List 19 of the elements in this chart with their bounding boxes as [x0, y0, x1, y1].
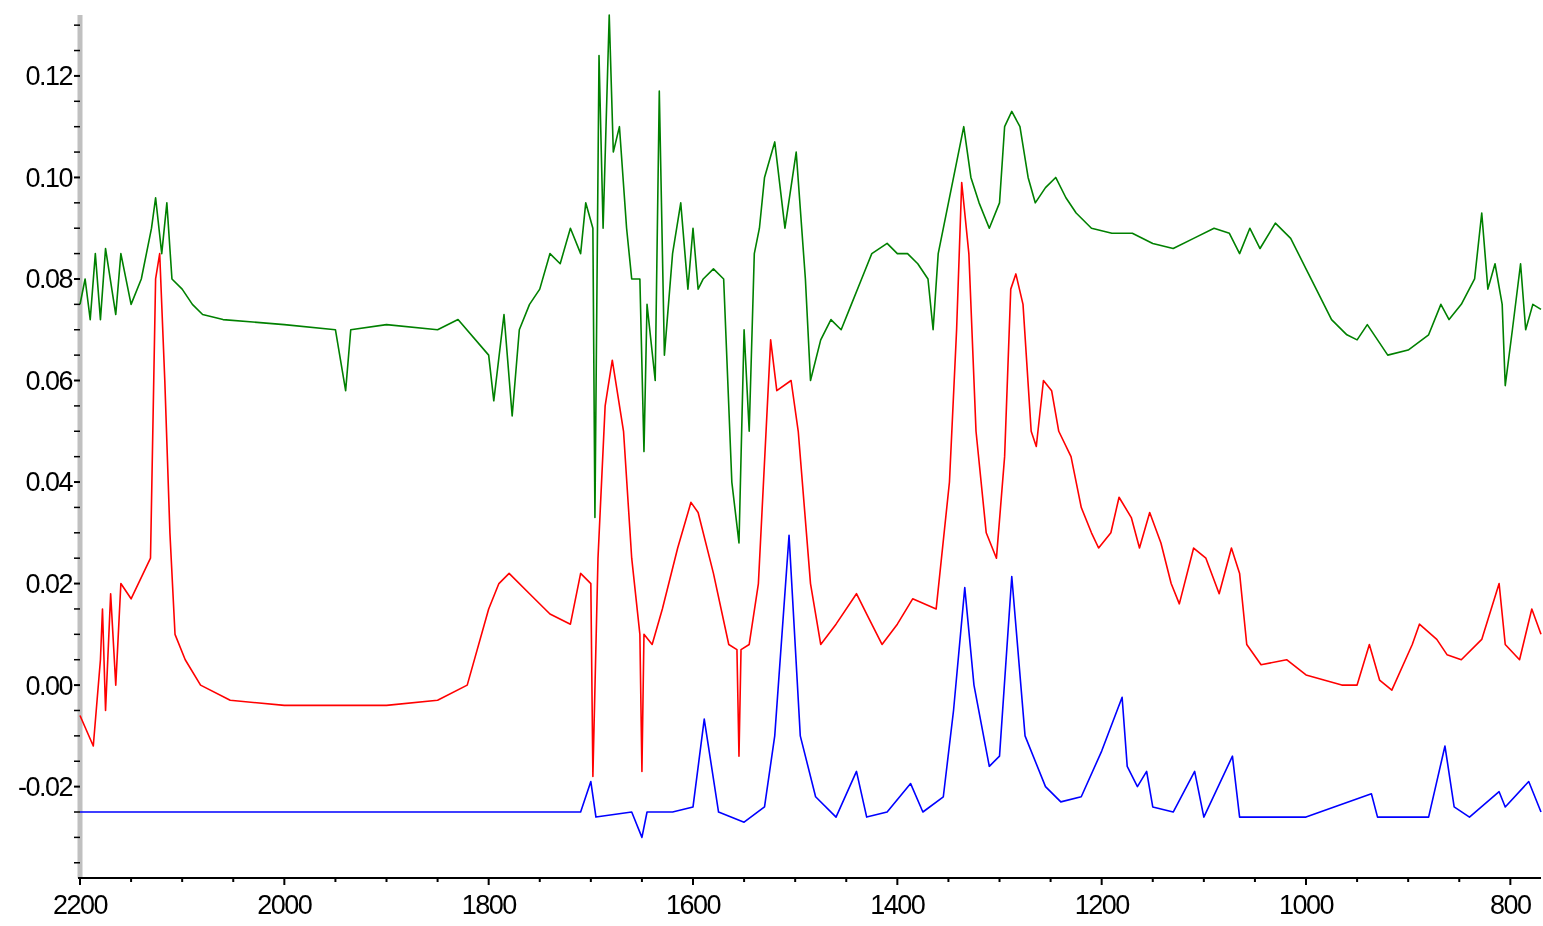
x-tick-label: 1400 — [870, 890, 925, 920]
x-tick-label: 2000 — [257, 890, 312, 920]
y-tick-label: -0.02 — [17, 772, 73, 803]
y-tick-label: 0.12 — [25, 61, 73, 92]
y-tick-label: 0.10 — [25, 162, 73, 193]
x-tick-label: 1600 — [665, 890, 721, 920]
x-tick-label: 1800 — [461, 890, 517, 920]
y-tick-label: 0.00 — [25, 670, 73, 701]
y-tick-label: 0.02 — [25, 569, 73, 600]
line-series — [79, 534, 1542, 839]
x-tick-label: 2200 — [52, 890, 108, 920]
x-tick-label: 1200 — [1074, 890, 1130, 920]
line-series — [79, 181, 1542, 778]
y-tick-label: 0.04 — [25, 467, 74, 498]
y-tick-label: 0.08 — [25, 264, 73, 295]
x-tick-label: 800 — [1490, 890, 1532, 920]
y-tick-label: 0.06 — [25, 365, 73, 396]
line-series — [79, 14, 1542, 544]
x-tick-label: 1000 — [1278, 890, 1334, 920]
